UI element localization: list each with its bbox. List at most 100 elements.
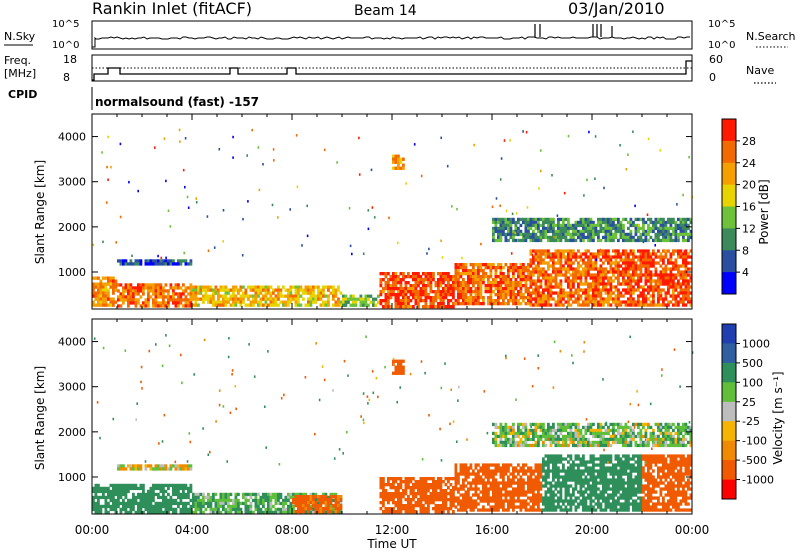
heatmap-cell xyxy=(625,168,628,171)
heatmap-cell xyxy=(469,296,473,300)
heatmap-cell xyxy=(599,223,603,228)
heatmap-cell xyxy=(154,301,158,305)
heatmap-cell xyxy=(451,205,453,208)
heatmap-cell xyxy=(547,288,550,292)
heatmap-cell xyxy=(382,305,385,309)
heatmap-cell xyxy=(237,297,240,301)
heatmap-cell xyxy=(429,498,433,502)
heatmap-cell xyxy=(204,297,208,301)
heatmap-cell xyxy=(154,504,158,509)
heatmap-cell xyxy=(554,249,558,253)
heatmap-cell xyxy=(497,263,500,267)
heatmap-cell xyxy=(434,507,438,511)
heatmap-cell xyxy=(624,267,628,271)
heatmap-cell xyxy=(509,472,513,476)
heatmap-cell xyxy=(539,291,543,295)
heatmap-cell xyxy=(622,235,625,240)
heatmap-cell xyxy=(327,510,330,514)
heatmap-cell xyxy=(259,285,263,289)
heatmap-cell xyxy=(582,300,585,304)
heatmap-cell xyxy=(397,501,400,505)
heatmap-cell xyxy=(114,285,118,289)
heatmap-cell xyxy=(477,478,480,482)
heatmap-cell xyxy=(397,365,400,369)
heatmap-cell xyxy=(184,289,188,293)
heatmap-cell xyxy=(487,493,490,497)
heatmap-cell xyxy=(542,466,545,470)
heatmap-cell xyxy=(312,504,315,508)
heatmap-cell xyxy=(217,510,220,515)
heatmap-cell xyxy=(312,501,315,505)
heatmap-cell xyxy=(439,305,443,309)
heatmap-cell xyxy=(564,291,568,295)
heatmap-cell xyxy=(449,284,453,288)
heatmap-cell xyxy=(552,279,555,283)
heatmap-cell xyxy=(519,487,523,491)
heatmap-cell xyxy=(169,298,173,302)
heatmap-cell xyxy=(294,495,298,499)
heatmap-cell xyxy=(219,510,223,515)
heatmap-cell xyxy=(434,281,438,285)
heatmap-cell xyxy=(399,365,403,369)
heatmap-cell xyxy=(317,294,320,298)
heatmap-cell xyxy=(459,484,463,488)
heatmap-cell xyxy=(524,235,528,240)
heatmap-cell xyxy=(459,272,463,276)
heatmap-cell xyxy=(502,287,505,291)
heatmap-cell xyxy=(574,288,578,292)
heatmap-cell xyxy=(646,213,649,216)
heatmap-cell xyxy=(384,495,388,499)
heatmap-cell xyxy=(609,279,613,283)
heatmap-cell xyxy=(649,270,653,274)
heatmap-cell xyxy=(552,238,555,243)
heatmap-cell xyxy=(682,229,685,234)
heatmap-cell xyxy=(482,272,485,276)
heatmap-cell xyxy=(442,510,445,514)
heatmap-cell xyxy=(634,282,638,286)
heatmap-cell xyxy=(167,501,170,506)
heatmap-cell xyxy=(547,220,550,225)
heatmap-cell xyxy=(552,496,555,500)
heatmap-cell xyxy=(487,299,490,303)
heatmap-cell xyxy=(514,266,518,270)
heatmap-cell xyxy=(144,262,148,266)
heatmap-cell xyxy=(599,279,603,283)
heatmap-cell xyxy=(417,480,420,484)
heatmap-cell xyxy=(109,303,113,307)
heatmap-cell xyxy=(432,305,435,309)
heatmap-cell xyxy=(257,498,260,503)
heatmap-cell xyxy=(144,286,148,290)
heatmap-cell xyxy=(639,276,643,280)
heatmap-cell xyxy=(574,484,578,488)
heatmap-cell xyxy=(379,483,383,487)
heatmap-cell xyxy=(482,496,485,500)
heatmap-cell xyxy=(247,285,250,289)
heatmap-cell xyxy=(204,291,208,295)
heatmap-cell xyxy=(602,493,605,497)
heatmap-cell xyxy=(362,303,365,307)
heatmap-cell xyxy=(469,302,473,306)
heatmap-cell xyxy=(177,286,180,290)
heatmap-cell xyxy=(582,463,585,467)
heatmap-cell xyxy=(654,285,658,289)
heatmap-cell xyxy=(582,232,585,237)
heatmap-cell xyxy=(509,281,513,285)
heatmap-cell xyxy=(562,463,565,467)
heatmap-cell xyxy=(587,220,590,225)
heatmap-cell xyxy=(499,290,503,294)
heatmap-cell xyxy=(674,261,678,265)
heatmap-cell xyxy=(502,293,505,297)
heatmap-cell xyxy=(229,510,233,515)
heatmap-cell xyxy=(609,261,613,265)
heatmap-cell xyxy=(444,504,448,508)
heatmap-cell xyxy=(174,262,178,266)
heatmap-cell xyxy=(552,252,555,256)
heatmap-cell xyxy=(192,297,195,301)
heatmap-cell xyxy=(132,501,135,506)
heatmap-cell xyxy=(574,463,578,467)
heatmap-cell xyxy=(119,483,123,488)
heatmap-cell xyxy=(642,291,645,295)
heatmap-cell xyxy=(594,135,597,138)
heatmap-cell xyxy=(165,256,167,260)
heatmap-cell xyxy=(527,217,530,222)
